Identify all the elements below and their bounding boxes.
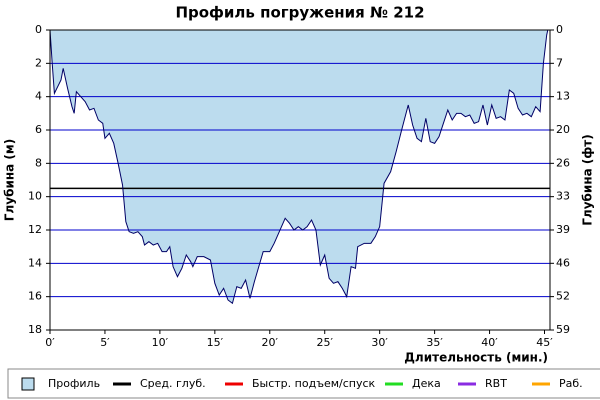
y2-tick-label: 52 (556, 290, 570, 303)
x-tick-label: 40′ (481, 336, 498, 349)
y-tick-label: 0 (35, 23, 42, 36)
legend-label: Дека (412, 377, 441, 390)
legend-label: Профиль (48, 377, 100, 390)
y2-tick-label: 33 (556, 190, 570, 203)
y2-tick-label: 20 (556, 123, 570, 136)
y2-axis-title: Глубина (фт) (581, 134, 595, 225)
x-tick-label: 25′ (316, 336, 333, 349)
x-tick-label: 45′ (536, 336, 553, 349)
chart-title: Профиль погружения № 212 (175, 4, 424, 22)
y-tick-label: 4 (35, 90, 42, 103)
legend-label: RBT (485, 377, 507, 390)
x-tick-label: 5′ (100, 336, 110, 349)
y2-tick-label: 7 (556, 56, 563, 69)
y-tick-label: 16 (28, 290, 42, 303)
y2-tick-label: 46 (556, 256, 570, 269)
y2-tick-label: 13 (556, 90, 570, 103)
y2-tick-label: 39 (556, 223, 570, 236)
y-tick-label: 6 (35, 123, 42, 136)
y-tick-label: 8 (35, 156, 42, 169)
x-tick-label: 35′ (426, 336, 443, 349)
x-tick-label: 30′ (371, 336, 388, 349)
legend-swatch (21, 377, 35, 391)
y2-tick-label: 0 (556, 23, 563, 36)
y-axis-title: Глубина (м) (3, 139, 17, 221)
x-tick-label: 0′ (45, 336, 55, 349)
y-tick-label: 14 (28, 256, 42, 269)
x-axis-title: Длительность (мин.) (404, 351, 548, 365)
legend-label: Быстр. подъем/спуск (252, 377, 376, 390)
plot-frame (49, 29, 551, 331)
y-tick-label: 10 (28, 190, 42, 203)
legend-label: Сред. глуб. (140, 377, 206, 390)
x-tick-label: 15′ (207, 336, 224, 349)
y-tick-label: 12 (28, 223, 42, 236)
y-tick-label: 18 (28, 323, 42, 336)
legend-box (7, 368, 600, 399)
legend-label: Раб. (559, 377, 583, 390)
y-tick-label: 2 (35, 56, 42, 69)
profile-line (49, 29, 549, 305)
x-tick-label: 20′ (262, 336, 279, 349)
profile-area (50, 30, 548, 304)
y2-tick-label: 26 (556, 156, 570, 169)
y2-tick-label: 59 (556, 323, 570, 336)
x-tick-label: 10′ (152, 336, 169, 349)
